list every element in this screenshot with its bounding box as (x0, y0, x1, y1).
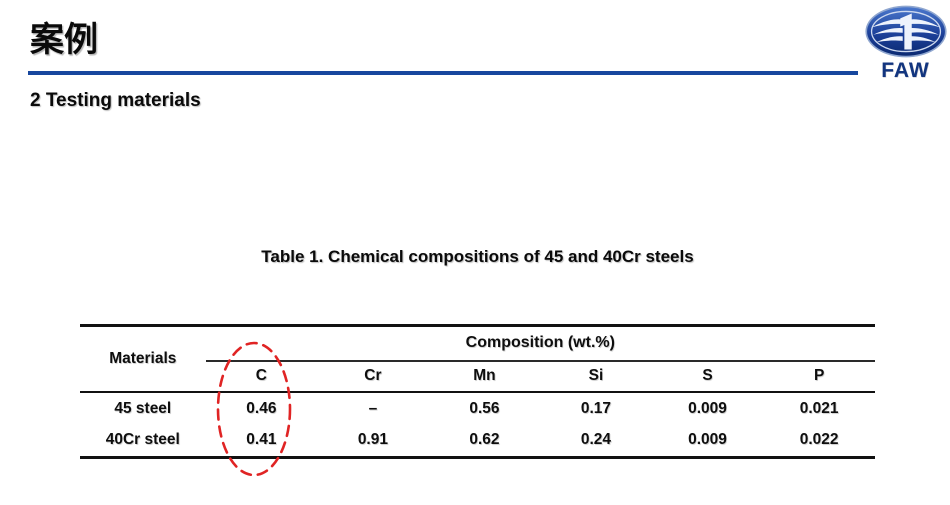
cell-Cr: – (368, 399, 378, 417)
faw-emblem-icon (864, 5, 947, 58)
table-row-45-steel: 45 steel 0.46 – 0.56 0.17 0.009 0.021 (80, 392, 875, 425)
material-name: 40Cr steel (105, 431, 180, 449)
table-row-40Cr-steel: 40Cr steel 0.41 0.91 0.62 0.24 0.009 0.0… (80, 425, 875, 458)
column-header-S: S (651, 360, 764, 393)
column-header-Si: Si (540, 360, 652, 393)
materials-header: Materials (80, 325, 206, 393)
table-header-row-group: Materials Composition (wt.%) (80, 325, 875, 393)
faw-logo-text: FAW (881, 59, 930, 82)
column-header-Mn: Mn (428, 360, 541, 393)
table-header-row-elements: C Cr Mn Si S P (80, 360, 875, 393)
material-name: 45 steel (114, 399, 172, 417)
cell-P: 0.021 (799, 399, 839, 417)
cell-P: 0.022 (799, 431, 839, 449)
faw-logo: FAW (863, 5, 948, 83)
composition-table: Materials Composition (wt.%) C Cr Mn Si … (80, 324, 875, 459)
cell-S: 0.009 (688, 399, 727, 417)
cell-Mn: 0.56 (469, 399, 500, 417)
cell-Mn: 0.62 (469, 431, 500, 449)
table-caption: Table 1. Chemical compositions of 45 and… (261, 247, 694, 266)
page-title: 案例 (30, 21, 98, 59)
column-header-C: C (205, 360, 318, 393)
column-header-Cr: Cr (317, 360, 429, 393)
section-heading: 2 Testing materials (30, 90, 201, 111)
title-underline (28, 71, 858, 75)
composition-group-header: Composition (wt.%) (205, 325, 875, 362)
cell-C: 0.46 (246, 399, 277, 417)
cell-Cr: 0.91 (357, 431, 388, 449)
cell-C: 0.41 (246, 431, 277, 449)
cell-Si: 0.17 (580, 399, 612, 417)
cell-Si: 0.24 (580, 431, 612, 449)
cell-S: 0.009 (688, 431, 727, 449)
column-header-P: P (763, 360, 875, 393)
highlight-ellipse (216, 341, 292, 477)
